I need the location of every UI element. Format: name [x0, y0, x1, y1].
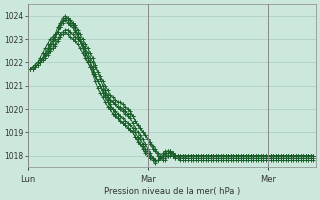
X-axis label: Pression niveau de la mer( hPa ): Pression niveau de la mer( hPa ) — [104, 187, 240, 196]
